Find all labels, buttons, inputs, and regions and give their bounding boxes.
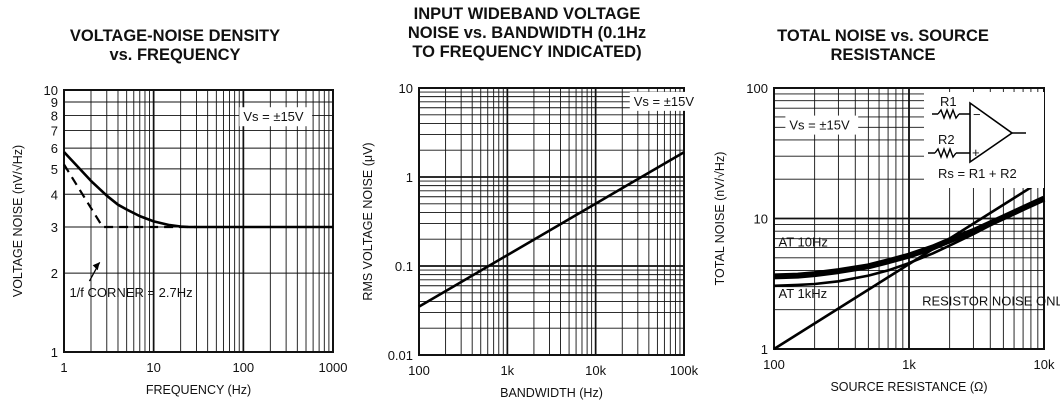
- x-tick-label: 1k: [500, 363, 514, 378]
- chart-voltage-noise-density: VOLTAGE-NOISE DENSITY vs. FREQUENCY 1 10 1…: [0, 0, 350, 402]
- resistor-r1: [937, 108, 960, 120]
- x-tick-label: 1k: [902, 357, 916, 372]
- arrow-head: [92, 262, 100, 271]
- y-axis-label: RMS VOLTAGE NOISE (μV): [361, 142, 375, 300]
- r2-label: R2: [938, 132, 955, 147]
- y-tick-label: 1: [51, 345, 58, 360]
- y-tick-label: 0.01: [388, 348, 413, 363]
- y-tick-label: 10: [399, 81, 413, 96]
- x-tick-label: 1: [60, 360, 67, 375]
- r1-label: R1: [940, 94, 957, 109]
- chart-wideband-noise-vs-bandwidth: INPUT WIDEBAND VOLTAGE NOISE vs. BANDWID…: [352, 0, 703, 402]
- y-axis-label: TOTAL NOISE (nV/√Hz): [713, 152, 727, 286]
- plot-frame: [63, 89, 334, 353]
- chart-title: VOLTAGE-NOISE DENSITY vs. FREQUENCY: [69, 27, 281, 64]
- chart-title: TOTAL NOISE vs. SOURCE RESISTANCE: [777, 27, 989, 64]
- series-line-2: [773, 178, 1045, 351]
- annotation-label: Vs = ±15V: [634, 94, 695, 109]
- x-tick-label: 10k: [1034, 357, 1055, 372]
- y-tick-label: 7: [51, 124, 58, 139]
- x-axis-label: BANDWIDTH (Hz): [500, 386, 603, 400]
- y-tick-label: 2: [51, 266, 58, 281]
- y-axis-label: VOLTAGE NOISE (nV/√Hz): [11, 145, 25, 297]
- opamp-triangle: [969, 101, 1014, 164]
- x-tick-label: 100: [408, 363, 430, 378]
- x-tick-label: 100: [232, 360, 254, 375]
- rs-equation: Rs = R1 + R2: [938, 166, 1017, 181]
- x-axis-label: FREQUENCY (Hz): [146, 383, 251, 397]
- annotation-label: AT 10Hz: [779, 235, 828, 250]
- x-tick-label: 100: [763, 357, 785, 372]
- plot-frame: [773, 87, 1045, 350]
- plot-area: 100 1k 10k 1 10 100 SOURCE RESISTANCE (Ω) TOTAL…: [713, 81, 1060, 394]
- series-line-1: [63, 163, 197, 229]
- minus-sign: −: [973, 107, 981, 122]
- plot-area: 100 1k 10k 100k 0.01 0.1 1 10 BANDWIDTH (Hz) RMS …: [361, 81, 703, 400]
- y-tick-label: 9: [51, 95, 58, 110]
- y-tick-label: 3: [51, 220, 58, 235]
- annotation-label: AT 1kHz: [779, 286, 828, 301]
- y-tick-label: 1: [406, 170, 413, 185]
- annotation-box: [239, 107, 313, 127]
- chart-title: INPUT WIDEBAND VOLTAGE NOISE vs. BANDWID…: [407, 5, 647, 61]
- y-tick-label: 1: [761, 342, 768, 357]
- series-line-0: [418, 151, 685, 308]
- x-axis-label: SOURCE RESISTANCE (Ω): [830, 380, 987, 394]
- y-tick-label: 5: [51, 162, 58, 177]
- grid: [63, 89, 334, 353]
- series-line-0: [63, 151, 333, 229]
- x-tick-label: 100k: [670, 363, 699, 378]
- y-tick-label: 8: [51, 108, 58, 123]
- y-tick-label: 0.1: [395, 259, 413, 274]
- annotation-label: RESISTOR NOISE ONLY: [922, 294, 1060, 309]
- opamp-schematic: R1 R2 − + Rs = R1 + R2: [924, 92, 1044, 188]
- y-tick-label: 10: [754, 212, 768, 227]
- y-tick-label: 10: [44, 83, 58, 98]
- annotation-box: [785, 115, 859, 135]
- plot-frame: [418, 87, 685, 356]
- x-tick-label: 10: [146, 360, 160, 375]
- plus-sign: +: [972, 145, 980, 160]
- annotation-box: [629, 91, 703, 111]
- x-tick-label: 1000: [319, 360, 348, 375]
- annotation-label: 1/f CORNER = 2.7Hz: [69, 285, 192, 300]
- y-tick-label: 100: [746, 81, 768, 96]
- resistor-r2: [934, 147, 957, 159]
- y-tick-label: 6: [51, 141, 58, 156]
- grid: [418, 87, 685, 356]
- annotation-label: Vs = ±15V: [789, 118, 850, 133]
- chart-total-noise-vs-source-resistance: TOTAL NOISE vs. SOURCE RESISTANCE 100 1k 1…: [706, 0, 1060, 402]
- y-tick-label: 4: [51, 187, 58, 202]
- annotation-label: Vs = ±15V: [243, 109, 304, 124]
- x-tick-label: 10k: [585, 363, 606, 378]
